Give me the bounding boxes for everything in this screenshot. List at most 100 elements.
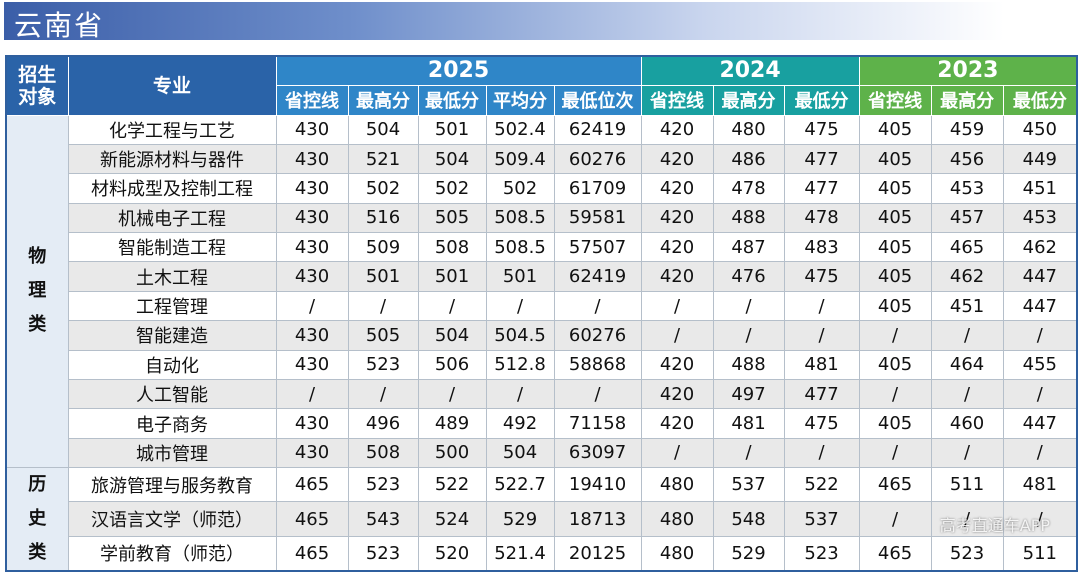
major-cell: 旅游管理与服务教育 [67, 467, 277, 503]
value-cell: 502 [485, 173, 555, 204]
value-cell: 405 [858, 173, 932, 204]
value-cell: 405 [858, 143, 932, 175]
value-cell: / [712, 320, 785, 351]
value-cell: 496 [347, 408, 419, 439]
value-cell: / [930, 437, 1004, 469]
value-cell: / [417, 290, 487, 322]
value-cell: 501 [485, 261, 555, 292]
data-row: 历史类 旅游管理与服务教育 465 523 522 522.7 19410 480 537 522… [5, 467, 1078, 572]
value-cell: 505 [347, 320, 419, 351]
value-cell: / [1002, 379, 1078, 410]
value-cell: / [1002, 320, 1078, 351]
data-row: 智能制造工程 430 509 508 508.5 57507 420 487 483 405 465… [6, 232, 1078, 263]
value-cell: 480 [640, 535, 714, 572]
sub-header: 最低分 [1002, 84, 1078, 116]
sub-header: 最低分 [417, 84, 487, 116]
value-cell: 509 [347, 232, 419, 263]
group-cell: 物理类 [5, 114, 69, 469]
data-row: 汉语言文学（师范） 465 543 524 529 18713 480 548 537// / [6, 501, 1078, 537]
value-cell: / [485, 379, 555, 410]
data-row: 城市管理 430 508 500 504 63097// / / / / [6, 437, 1078, 469]
value-cell: 504.5 [485, 320, 555, 351]
value-cell: 508 [347, 437, 419, 469]
value-cell: / [640, 437, 714, 469]
data-row: 机械电子工程 430 516 505 508.5 59581 420 488 478 405 457… [6, 202, 1078, 234]
major-cell: 工程管理 [67, 290, 277, 322]
value-cell: 447 [1002, 408, 1078, 439]
value-cell: 405 [858, 290, 932, 322]
value-cell: 477 [783, 173, 860, 204]
value-cell: 60276 [553, 143, 642, 175]
value-cell: 478 [783, 202, 860, 234]
year-header: 2023 [858, 55, 1078, 86]
value-cell: / [347, 290, 419, 322]
value-cell: / [783, 437, 860, 469]
major-header: 专业 [67, 55, 277, 116]
value-cell: / [712, 437, 785, 469]
value-cell: 512.8 [485, 349, 555, 381]
value-cell: 449 [1002, 143, 1078, 175]
value-cell: 504 [485, 437, 555, 469]
value-cell: 489 [417, 408, 487, 439]
sub-header: 省控线 [640, 84, 714, 116]
major-cell: 化学工程与工艺 [67, 114, 277, 145]
value-cell: 508.5 [485, 202, 555, 234]
value-cell: 522 [417, 467, 487, 503]
value-cell: 523 [347, 535, 419, 572]
value-cell: 455 [1002, 349, 1078, 381]
value-cell: 420 [640, 173, 714, 204]
value-cell: 457 [930, 202, 1004, 234]
data-row: 电子商务 430 496 489 492 71158 420 481 475 405 460 447 [6, 408, 1078, 439]
value-cell: 61709 [553, 173, 642, 204]
value-cell: 420 [640, 379, 714, 410]
data-row: 物理类 化学工程与工艺 430 504 501 502.4 62419 420 480 475 40… [5, 114, 1078, 469]
value-cell: 500 [417, 437, 487, 469]
value-cell: / [347, 379, 419, 410]
value-cell: 523 [347, 467, 419, 503]
value-cell: 475 [783, 408, 860, 439]
data-row: 智能建造 430 505 504 504.5 60276// / / / / [6, 320, 1078, 351]
value-cell: 529 [485, 501, 555, 537]
data-row: 工程管理 / / / / / / //405 451 447 [6, 290, 1078, 322]
value-cell: 524 [417, 501, 487, 537]
page: {"header":{"title":"云南省"}, "table":{ "co… [4, 2, 1079, 572]
value-cell: 486 [712, 143, 785, 175]
value-cell: 508.5 [485, 232, 555, 263]
value-cell: 488 [712, 349, 785, 381]
value-cell: 501 [417, 114, 487, 145]
watermark: 高考直通车APP [939, 516, 1050, 535]
value-cell: 537 [783, 501, 860, 537]
value-cell: 504 [417, 320, 487, 351]
value-cell: 465 [275, 501, 349, 537]
major-cell: 城市管理 [67, 437, 277, 469]
major-cell: 材料成型及控制工程 [67, 173, 277, 204]
value-cell: 502 [417, 173, 487, 204]
data-row: 土木工程 430 501 501 501 62419 420 476 475 405 462 447 [6, 261, 1078, 292]
value-cell: 548 [712, 501, 785, 537]
value-cell: 523 [347, 349, 419, 381]
data-row: 学前教育（师范） 465 523 520 521.4 20125 480 529 523 465 5… [6, 535, 1078, 572]
value-cell: 420 [640, 349, 714, 381]
year-header: 2024 [640, 55, 860, 86]
value-cell: 430 [275, 173, 349, 204]
value-cell: 511 [1002, 535, 1078, 572]
value-cell: 481 [783, 349, 860, 381]
value-cell: 430 [275, 232, 349, 263]
value-cell: 523 [930, 535, 1004, 572]
title-banner: 云南省 [4, 2, 1004, 42]
group-name: 物理类 [28, 246, 47, 336]
value-cell: 501 [417, 261, 487, 292]
value-cell: / [640, 290, 714, 322]
value-cell: 508 [417, 232, 487, 263]
value-cell: 420 [640, 202, 714, 234]
value-cell: 59581 [553, 202, 642, 234]
value-cell: 520 [417, 535, 487, 572]
sub-header: 平均分 [485, 84, 555, 116]
value-cell: / [417, 379, 487, 410]
value-cell: / [858, 320, 932, 351]
major-cell: 机械电子工程 [67, 202, 277, 234]
value-cell: 430 [275, 349, 349, 381]
value-cell: 465 [858, 467, 932, 503]
value-cell: 502 [347, 173, 419, 204]
value-cell: 476 [712, 261, 785, 292]
